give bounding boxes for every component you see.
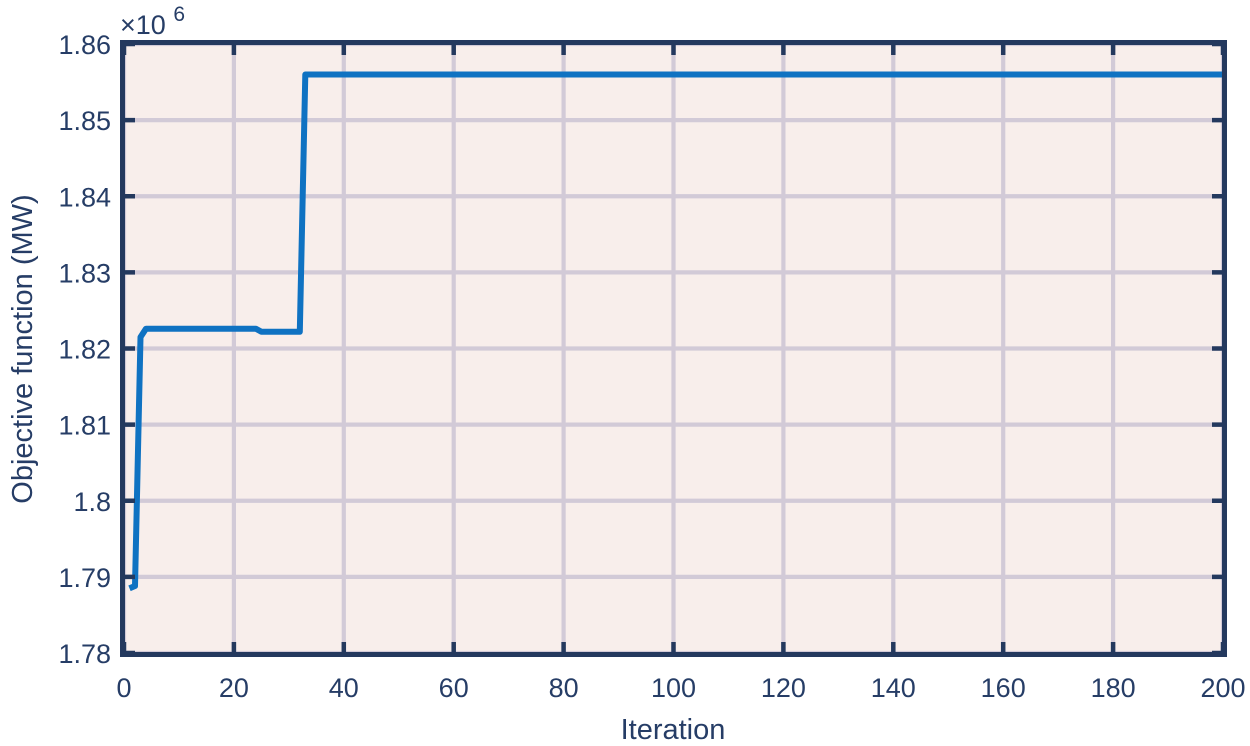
axes-frame-layer: [120, 40, 1227, 657]
y-tick-label: 1.78: [58, 639, 111, 669]
series-line-objective-function-convergence: [128, 71, 1223, 592]
y-tick-label: 1.81: [58, 411, 111, 441]
x-tick-label: 40: [329, 673, 359, 703]
exponent-power: 6: [173, 3, 185, 26]
x-tick-label: 200: [1200, 673, 1245, 703]
x-tick-label: 60: [439, 673, 469, 703]
y-tick-label: 1.84: [58, 182, 111, 212]
exponent-base: ×10: [120, 10, 166, 40]
tick-label-layer: 0 20 40 60 80 100 120 140 160 180 200 1.78 1.79 1.8 1.…: [58, 30, 1245, 703]
x-tick-label: 140: [871, 673, 916, 703]
y-axis-exponent-label: ×10 6: [120, 3, 185, 40]
x-tick-label: 80: [549, 673, 579, 703]
x-tick-label: 180: [1091, 673, 1136, 703]
x-tick-label: 20: [219, 673, 249, 703]
x-tick-label: 120: [761, 673, 806, 703]
data-series-layer: [128, 71, 1223, 592]
y-tick-label: 1.79: [58, 563, 111, 593]
axes-frame: [120, 40, 1227, 657]
x-tick-label: 160: [981, 673, 1026, 703]
y-tick-label: 1.83: [58, 258, 111, 288]
x-tick-label: 100: [651, 673, 696, 703]
y-axis-label: Objective function (MW): [7, 194, 39, 503]
y-tick-label: 1.85: [58, 106, 111, 136]
y-tick-label: 1.86: [58, 30, 111, 60]
x-tick-label: 0: [116, 673, 131, 703]
x-axis-label: Iteration: [621, 714, 726, 746]
y-tick-label: 1.8: [73, 487, 111, 517]
tick-mark-layer: [121, 41, 1226, 656]
y-tick-label: 1.82: [58, 335, 111, 365]
